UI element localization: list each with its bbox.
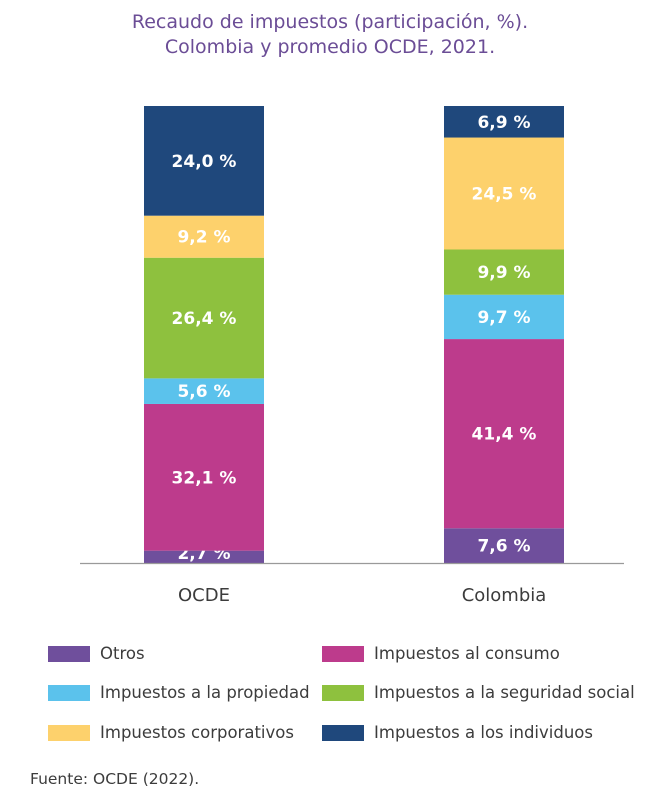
bar-segment-colombia-1 (444, 339, 564, 529)
legend-label: Impuestos al consumo (374, 644, 560, 663)
data-label-ocde-4: 9,2 % (177, 228, 230, 248)
data-label-ocde-2: 5,6 % (177, 382, 230, 402)
bar-segment-colombia-2 (444, 294, 564, 340)
bar-segment-ocde-4 (144, 215, 264, 258)
bar-segment-ocde-1 (144, 403, 264, 551)
data-label-colombia-2: 9,7 % (477, 308, 530, 328)
bar-segment-ocde-0 (144, 550, 264, 563)
legend-swatch (322, 724, 364, 741)
bar-segment-colombia-4 (444, 137, 564, 250)
data-label-ocde-5: 24,0 % (172, 152, 237, 172)
data-label-ocde-1: 32,1 % (172, 468, 237, 488)
category-label-colombia: Colombia (462, 585, 547, 606)
bar-segment-ocde-2 (144, 378, 264, 404)
bar-segment-colombia-0 (444, 528, 564, 563)
legend-swatch (48, 724, 90, 741)
legend-item-individuos: Impuestos a los individuos (322, 723, 593, 742)
data-label-colombia-1: 41,4 % (472, 425, 537, 445)
legend-item-corporativos: Impuestos corporativos (48, 723, 294, 742)
bar-segment-ocde-3 (144, 257, 264, 379)
legend-label: Impuestos corporativos (100, 723, 294, 742)
category-label-ocde: OCDE (178, 585, 230, 606)
data-label-ocde-3: 26,4 % (172, 309, 237, 329)
data-label-colombia-3: 9,9 % (477, 263, 530, 283)
data-label-colombia-0: 7,6 % (477, 537, 530, 557)
bar-segment-colombia-5 (444, 106, 564, 138)
legend-swatch (48, 645, 90, 662)
source-note: Fuente: OCDE (2022). (30, 770, 200, 788)
legend-label: Impuestos a los individuos (374, 723, 593, 742)
chart-title: Recaudo de impuestos (participación, %).… (0, 10, 660, 60)
legend-swatch (322, 645, 364, 662)
legend-label: Impuestos a la seguridad social (374, 683, 635, 702)
stacked-bar-chart: 2,7 %32,1 %5,6 %26,4 %9,2 %24,0 %OCDE7,6… (80, 106, 624, 606)
data-label-colombia-5: 6,9 % (477, 113, 530, 133)
chart-title-line2: Colombia y promedio OCDE, 2021. (164, 36, 496, 58)
legend-item-seguridad-social: Impuestos a la seguridad social (322, 683, 635, 702)
legend-label: Otros (100, 644, 145, 663)
legend-item-otros: Otros (48, 644, 145, 663)
legend-label: Impuestos a la propiedad (100, 683, 310, 702)
bar-segment-colombia-3 (444, 249, 564, 295)
legend-swatch (322, 684, 364, 701)
legend-item-propiedad: Impuestos a la propiedad (48, 683, 310, 702)
legend-swatch (48, 684, 90, 701)
chart-title-line1: Recaudo de impuestos (participación, %). (131, 11, 529, 33)
legend-item-consumo: Impuestos al consumo (322, 644, 560, 663)
data-label-colombia-4: 24,5 % (472, 185, 537, 205)
bar-segment-ocde-5 (144, 106, 264, 216)
